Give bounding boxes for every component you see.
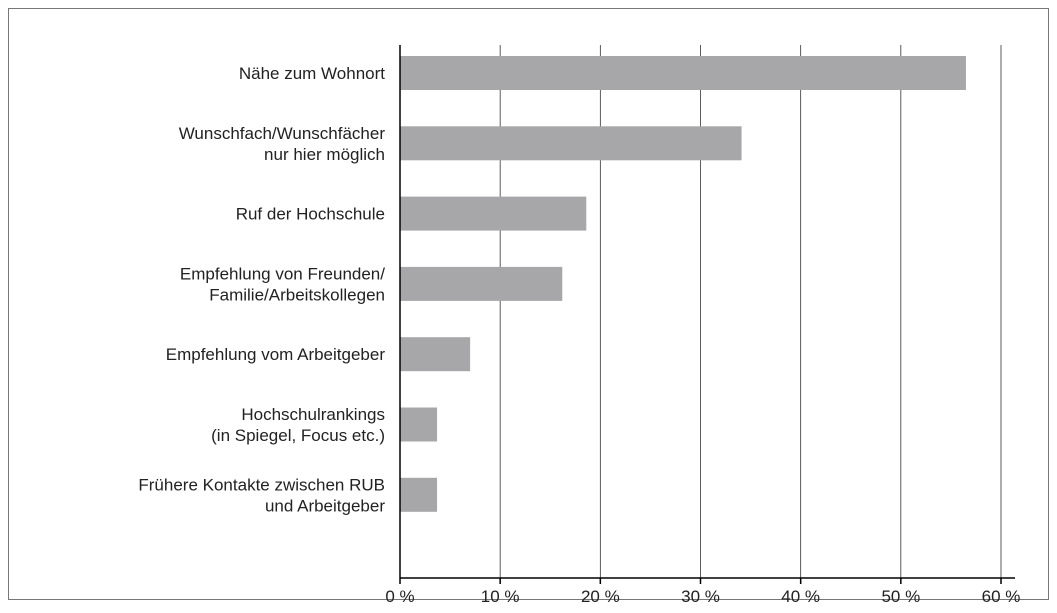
y-tick-label: Nähe zum Wohnort <box>239 64 385 83</box>
y-tick-label: Hochschulrankings (in Spiegel, Focus etc.… <box>211 405 385 445</box>
bar <box>400 56 966 90</box>
y-tick-label: Wunschfach/Wunschfächer nur hier möglich <box>179 124 386 164</box>
bar <box>400 407 438 442</box>
y-tick-label: Empfehlung von Freunden/Familie/Arbeitsk… <box>180 264 385 304</box>
bar <box>400 266 563 301</box>
frame <box>8 8 1049 600</box>
x-tick-label: 40 % <box>781 587 820 606</box>
x-tick-label: 50 % <box>881 587 920 606</box>
bar <box>400 337 471 372</box>
bar <box>400 477 438 512</box>
bar <box>400 196 587 231</box>
y-tick-label: Ruf der Hochschule <box>236 205 385 224</box>
x-tick-label: 30 % <box>681 587 720 606</box>
y-tick-label: Empfehlung vom Arbeitgeber <box>166 345 386 364</box>
x-tick-label: 60 % <box>982 587 1021 606</box>
x-tick-label: 20 % <box>581 587 620 606</box>
x-tick-label: 10 % <box>481 587 520 606</box>
y-tick-label: Frühere Kontakte zwischen RUB und Arbeitg… <box>138 475 385 515</box>
x-tick-label: 0 % <box>385 587 414 606</box>
bar <box>400 126 742 161</box>
